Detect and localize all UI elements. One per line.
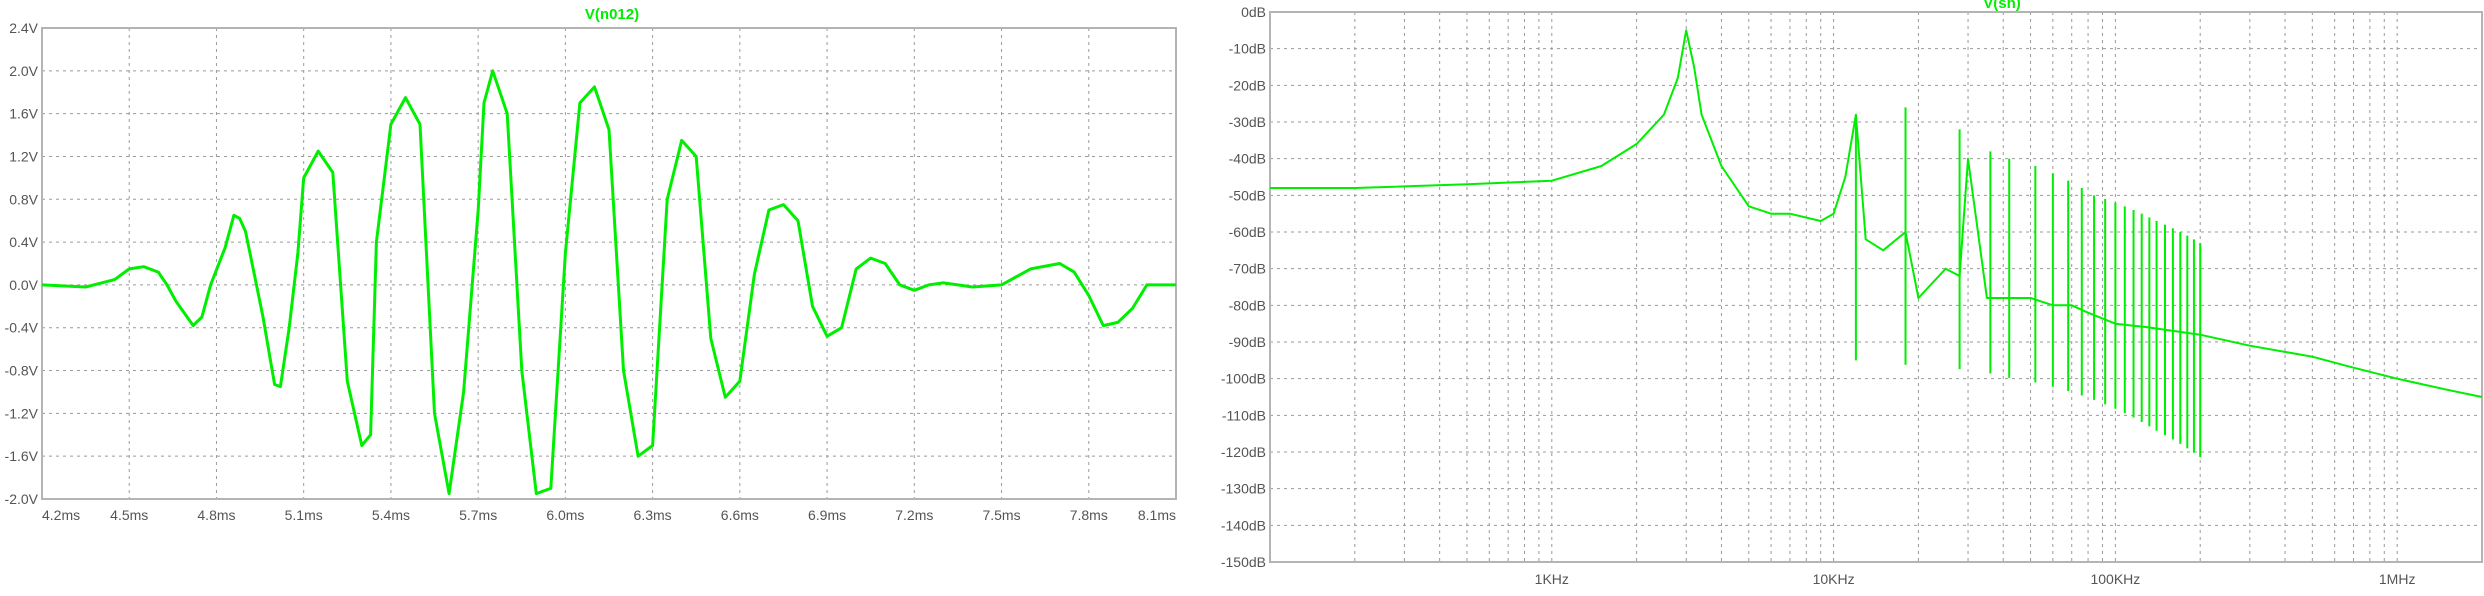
grid: [1269, 11, 2483, 563]
chart-time-domain: V(n012) 2.4V 2.0V 1.6V 1.2V 0.8V 0.4V 0.0V -0.4…: [5, 6, 1177, 523]
y-axis-ticks: 2.4V 2.0V 1.6V 1.2V 0.8V 0.4V 0.0V -0.4V -0.8V -1…: [5, 20, 39, 507]
y-tick-label: 2.4V: [9, 20, 38, 36]
x-tick-label: 7.8ms: [1070, 507, 1108, 523]
x-axis-ticks: 1KHz 10KHz 100KHz 1MHz: [1535, 571, 2416, 587]
y-tick-label: -110dB: [1222, 407, 1266, 423]
y-tick-label: -150dB: [1221, 554, 1266, 570]
y-tick-label: -90dB: [1229, 334, 1266, 350]
x-tick-label: 4.8ms: [197, 507, 235, 523]
y-tick-label: -10dB: [1229, 41, 1266, 57]
x-tick-label: 6.9ms: [808, 507, 846, 523]
trace-v-n012: [41, 69, 1176, 496]
y-tick-label: -120dB: [1221, 444, 1266, 460]
y-tick-label: 0.4V: [9, 234, 38, 250]
x-tick-label: 7.2ms: [895, 507, 933, 523]
chart-title: V(sh): [1983, 0, 2021, 12]
x-tick-label: 4.2ms: [42, 507, 80, 523]
x-tick-label: 1KHz: [1535, 571, 1569, 587]
grid: [41, 27, 1177, 500]
y-tick-label: 2.0V: [9, 63, 38, 79]
y-tick-label: -0.8V: [5, 363, 39, 379]
y-axis-ticks: 0dB -10dB -20dB -30dB -40dB -50dB -60dB -70dB -8…: [1221, 4, 1266, 570]
y-tick-label: 0.0V: [9, 277, 38, 293]
y-tick-label: -1.2V: [5, 405, 39, 421]
chart-frequency-domain: V(sh) 0dB -10dB -20dB -30dB -40dB -50dB -60dB -…: [1221, 0, 2483, 587]
x-tick-label: 1MHz: [2379, 571, 2416, 587]
y-tick-label: -40dB: [1229, 151, 1266, 167]
y-tick-label: -60dB: [1229, 224, 1266, 240]
x-tick-label: 5.4ms: [372, 507, 410, 523]
plot-frame: [41, 27, 1177, 500]
x-tick-label: 7.5ms: [982, 507, 1020, 523]
y-tick-label: 1.6V: [9, 106, 38, 122]
x-tick-label: 6.3ms: [634, 507, 672, 523]
y-tick-label: 0dB: [1241, 4, 1266, 20]
x-tick-label: 5.7ms: [459, 507, 497, 523]
y-tick-label: -130dB: [1221, 481, 1266, 497]
chart-title: V(n012): [585, 6, 639, 23]
y-tick-label: -30dB: [1229, 114, 1266, 130]
y-tick-label: -100dB: [1221, 371, 1266, 387]
x-tick-label: 8.1ms: [1138, 507, 1176, 523]
x-tick-label: 10KHz: [1813, 571, 1855, 587]
x-tick-label: 4.5ms: [110, 507, 148, 523]
y-tick-label: -50dB: [1229, 187, 1266, 203]
y-tick-label: -1.6V: [5, 448, 39, 464]
y-tick-label: 0.8V: [9, 191, 38, 207]
plot-frame: [1269, 11, 2483, 563]
y-tick-label: 1.2V: [9, 148, 38, 164]
y-tick-label: -70dB: [1229, 261, 1266, 277]
harmonic-lines: [1854, 107, 2202, 458]
y-tick-label: -0.4V: [5, 320, 39, 336]
x-tick-label: 6.0ms: [546, 507, 584, 523]
y-tick-label: -2.0V: [5, 491, 39, 507]
y-tick-label: -80dB: [1229, 297, 1266, 313]
x-tick-label: 100KHz: [2090, 571, 2140, 587]
x-tick-label: 5.1ms: [285, 507, 323, 523]
y-tick-label: -20dB: [1229, 77, 1266, 93]
x-axis-ticks: 4.2ms 4.5ms 4.8ms 5.1ms 5.4ms 5.7ms 6.0ms 6.3ms…: [42, 507, 1176, 523]
trace-v-sh: [1270, 29, 2483, 398]
x-tick-label: 6.6ms: [721, 507, 759, 523]
y-tick-label: -140dB: [1221, 517, 1266, 533]
